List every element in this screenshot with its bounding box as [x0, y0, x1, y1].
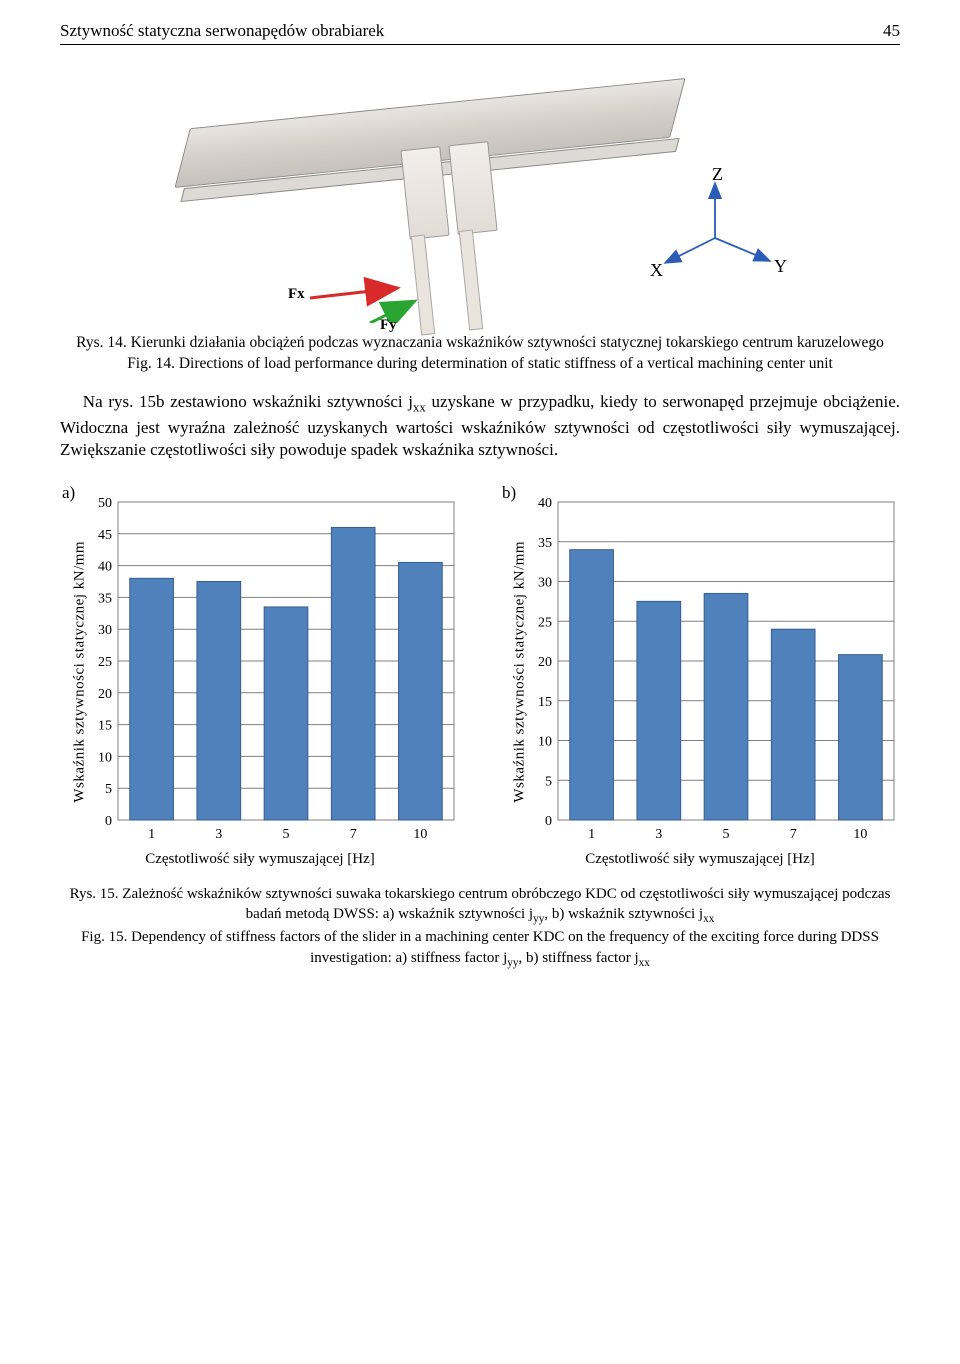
svg-text:45: 45: [98, 528, 112, 543]
svg-text:1: 1: [148, 827, 155, 842]
svg-text:5: 5: [283, 827, 290, 842]
svg-text:0: 0: [545, 814, 552, 829]
svg-text:10: 10: [853, 827, 867, 842]
svg-text:7: 7: [790, 827, 797, 842]
svg-text:5: 5: [723, 827, 730, 842]
fig14-caption-en: Fig. 14. Directions of load performance …: [60, 354, 900, 375]
bar: [130, 579, 174, 821]
bar: [197, 582, 241, 821]
y-axis-title: Wskaźnik sztywności statycznej kN/mm: [510, 522, 530, 822]
axis-y-label: Y: [774, 255, 787, 278]
fig15-sub2b: xx: [639, 957, 650, 969]
bar: [637, 602, 681, 821]
fig15-sub1a: yy: [533, 913, 544, 925]
slider-leg-2: [459, 230, 483, 331]
svg-text:25: 25: [538, 616, 552, 631]
page-header: Sztywność statyczna serwonapędów obrabia…: [60, 20, 900, 45]
bar: [704, 594, 748, 821]
svg-text:30: 30: [98, 624, 112, 639]
svg-text:0: 0: [105, 814, 112, 829]
y-axis-title: Wskaźnik sztywności statycznej kN/mm: [70, 522, 90, 822]
figure-15-caption: Rys. 15. Zależność wskaźników sztywności…: [60, 884, 900, 971]
svg-text:10: 10: [538, 735, 552, 750]
svg-text:5: 5: [105, 783, 112, 798]
figure-14-caption: Rys. 14. Kierunki działania obciążeń pod…: [60, 333, 900, 375]
svg-text:30: 30: [538, 576, 552, 591]
bar: [399, 563, 443, 821]
fig15-mid1: , b) wskaźnik sztywności j: [544, 906, 703, 922]
svg-text:20: 20: [538, 655, 552, 670]
fig15-sub1b: xx: [703, 913, 714, 925]
fig15-line1: Rys. 15. Zależność wskaźników sztywności…: [70, 886, 891, 922]
svg-text:7: 7: [350, 827, 357, 842]
chart-b-panel: b) 0510152025303540135710Wskaźnik sztywn…: [500, 488, 900, 870]
fy-label: Fy: [380, 316, 397, 336]
svg-text:20: 20: [98, 687, 112, 702]
slider-leg-1: [411, 235, 435, 336]
charts-row: a) 05101520253035404550135710Wskaźnik sz…: [60, 488, 900, 870]
page-number: 45: [883, 20, 900, 42]
bar: [839, 655, 883, 820]
svg-text:1: 1: [588, 827, 595, 842]
bar: [331, 528, 375, 821]
axis-z-label: Z: [712, 163, 723, 186]
svg-text:40: 40: [538, 496, 552, 511]
bar: [570, 550, 614, 820]
svg-text:35: 35: [98, 592, 112, 607]
figure-14-image: Z X Y Fx Fy: [160, 63, 800, 323]
axis-x-label: X: [650, 259, 663, 282]
svg-text:10: 10: [98, 751, 112, 766]
svg-text:5: 5: [545, 775, 552, 790]
svg-text:40: 40: [98, 560, 112, 575]
fig14-caption-pl: Rys. 14. Kierunki działania obciążeń pod…: [60, 333, 900, 354]
body-paragraph: Na rys. 15b zestawiono wskaźniki sztywno…: [60, 391, 900, 462]
svg-text:25: 25: [98, 655, 112, 670]
fig15-line2: Fig. 15. Dependency of stiffness factors…: [81, 929, 879, 965]
chart-a-label: a): [62, 482, 75, 504]
chart-b-label: b): [502, 482, 516, 504]
svg-text:10: 10: [413, 827, 427, 842]
bar: [264, 607, 308, 820]
svg-text:50: 50: [98, 496, 112, 511]
fx-label: Fx: [288, 285, 305, 305]
bar: [771, 630, 815, 821]
svg-text:15: 15: [538, 695, 552, 710]
chart-a-panel: a) 05101520253035404550135710Wskaźnik sz…: [60, 488, 460, 870]
fig15-sub2a: yy: [507, 957, 518, 969]
header-title: Sztywność statyczna serwonapędów obrabia…: [60, 20, 384, 42]
x-axis-title: Częstotliwość siły wymuszającej [Hz]: [60, 850, 460, 870]
fig15-mid2: , b) stiffness factor j: [519, 950, 639, 966]
x-axis-title: Częstotliwość siły wymuszającej [Hz]: [500, 850, 900, 870]
svg-text:3: 3: [215, 827, 222, 842]
svg-text:3: 3: [655, 827, 662, 842]
bar-chart-svg: 05101520253035404550135710: [60, 488, 460, 848]
svg-text:15: 15: [98, 719, 112, 734]
bar-chart-svg: 0510152025303540135710: [500, 488, 900, 848]
svg-text:35: 35: [538, 536, 552, 551]
